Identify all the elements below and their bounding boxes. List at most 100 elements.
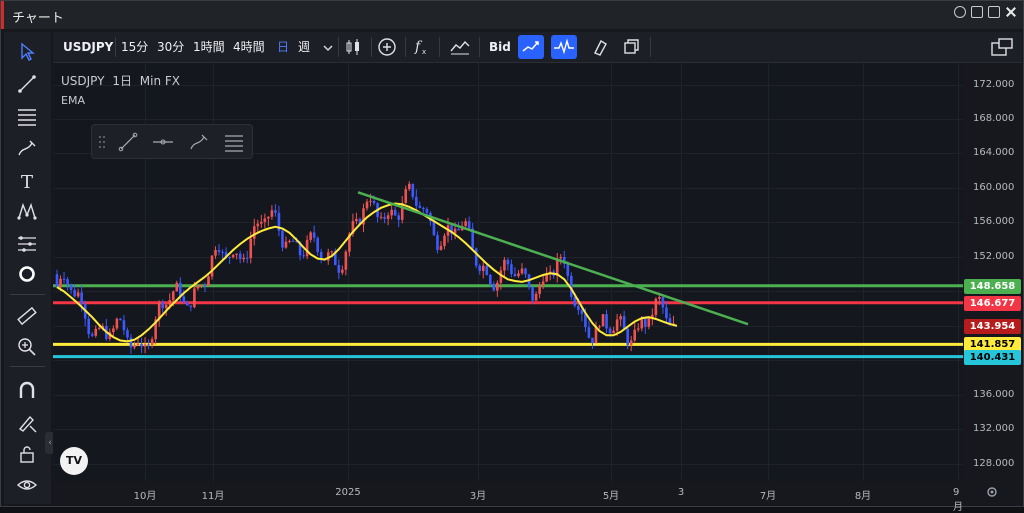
time-axis[interactable]: 10月 11月 2025 3月 5月 3 7月 8月 9月 bbox=[53, 481, 963, 513]
candle-body bbox=[643, 318, 647, 327]
trendline-tool-icon[interactable] bbox=[16, 73, 38, 95]
candle-style-icon[interactable] bbox=[340, 35, 366, 59]
candle-body bbox=[143, 344, 147, 347]
interval-4h[interactable]: 4時間 bbox=[233, 40, 265, 54]
candle-body bbox=[471, 228, 474, 249]
time-tick-label: 3 bbox=[677, 487, 685, 498]
candle-body bbox=[319, 251, 323, 260]
shape-circle-icon[interactable] bbox=[16, 263, 38, 285]
fib-retracement-icon[interactable] bbox=[223, 131, 245, 153]
zoom-in-icon[interactable] bbox=[16, 336, 38, 358]
brush-tool-icon[interactable] bbox=[16, 137, 38, 159]
toolbar-divider bbox=[650, 37, 651, 57]
candle-body bbox=[73, 290, 76, 297]
prediction-tool-icon[interactable] bbox=[16, 233, 38, 255]
drawing-mode-icon[interactable] bbox=[16, 411, 38, 433]
text-tool-icon[interactable]: T bbox=[16, 169, 38, 191]
candle-body bbox=[559, 256, 563, 259]
candle-body bbox=[157, 302, 161, 320]
candle-body bbox=[422, 207, 425, 209]
grid-line bbox=[863, 63, 864, 481]
candle-body bbox=[464, 221, 467, 227]
candle-body bbox=[383, 216, 386, 219]
grid-line bbox=[53, 222, 963, 224]
candle-body bbox=[562, 256, 566, 264]
templates-icon[interactable] bbox=[447, 35, 473, 59]
time-tick-label: 9月 bbox=[953, 487, 963, 513]
candle-body bbox=[115, 318, 119, 329]
candle-body bbox=[136, 343, 140, 346]
pulse-chart-icon[interactable] bbox=[551, 35, 577, 59]
bid-button[interactable]: Bid bbox=[489, 40, 511, 54]
price-tick-label: 132.000 bbox=[973, 423, 1015, 435]
candle-body bbox=[622, 316, 626, 329]
popout-icon[interactable] bbox=[971, 6, 983, 18]
trendline-tool-icon[interactable] bbox=[117, 131, 139, 153]
price-chart[interactable]: USDJPY 1日 Min FX EMA bbox=[53, 63, 963, 481]
candle-body bbox=[161, 302, 164, 309]
eye-icon[interactable] bbox=[16, 474, 38, 496]
interval-15m[interactable]: 15分 bbox=[121, 40, 149, 54]
price-tick-label: 160.000 bbox=[973, 181, 1015, 193]
candle-body bbox=[221, 251, 224, 253]
candle-body bbox=[193, 288, 196, 308]
candle-body bbox=[66, 279, 69, 285]
axis-settings-icon[interactable] bbox=[985, 485, 999, 499]
ruler-icon[interactable] bbox=[16, 305, 38, 327]
trend-chart-icon[interactable] bbox=[518, 35, 544, 59]
interval-1h[interactable]: 1時間 bbox=[193, 40, 225, 54]
brush-tool-icon[interactable] bbox=[188, 131, 210, 153]
candle-body bbox=[171, 291, 175, 301]
brush-icon[interactable] bbox=[587, 35, 613, 59]
collapse-toolbar-button[interactable]: ‹ bbox=[45, 432, 55, 454]
candle-body bbox=[351, 221, 355, 234]
candle-body bbox=[126, 330, 129, 338]
candle-body bbox=[348, 233, 351, 252]
candle-body bbox=[457, 228, 460, 231]
time-tick-label: 10月 bbox=[133, 491, 157, 502]
interval-weekly[interactable]: 週 bbox=[298, 40, 311, 54]
trendline bbox=[357, 191, 749, 326]
candle-body bbox=[312, 232, 316, 238]
time-tick-label: 5月 bbox=[602, 491, 620, 502]
candle-body bbox=[362, 208, 365, 225]
magnet-icon[interactable] bbox=[16, 379, 38, 401]
candle-body bbox=[94, 328, 98, 336]
candle-body bbox=[555, 258, 559, 276]
chevron-down-icon[interactable] bbox=[323, 44, 333, 52]
close-icon[interactable] bbox=[1005, 6, 1017, 18]
layout-switch-icon[interactable] bbox=[989, 35, 1015, 59]
interval-daily[interactable]: 日 bbox=[277, 40, 290, 54]
horizontal-ray-icon[interactable] bbox=[152, 131, 174, 153]
chart-legend: USDJPY 1日 Min FX bbox=[61, 72, 184, 89]
maximize-icon[interactable] bbox=[988, 6, 1000, 18]
lock-icon[interactable] bbox=[16, 443, 38, 465]
interval-30m[interactable]: 30分 bbox=[157, 40, 185, 54]
candle-body bbox=[570, 275, 573, 297]
candle-body bbox=[365, 201, 369, 209]
candle-body bbox=[647, 317, 651, 327]
legend-indicator: EMA bbox=[61, 94, 85, 107]
fib-retracement-icon[interactable] bbox=[16, 105, 38, 127]
candle-body bbox=[267, 216, 270, 219]
svg-text:f: f bbox=[414, 39, 423, 55]
windows-icon[interactable] bbox=[619, 35, 645, 59]
settings-icon[interactable] bbox=[954, 6, 966, 18]
price-tick-label: 164.000 bbox=[973, 147, 1015, 159]
candle-body bbox=[140, 343, 143, 347]
symbol-button[interactable]: USDJPY bbox=[63, 40, 114, 54]
grid-line bbox=[768, 63, 769, 481]
drawing-toolbar: T bbox=[4, 32, 51, 504]
pattern-tool-icon[interactable] bbox=[16, 201, 38, 223]
candle-body bbox=[612, 330, 615, 334]
candle-body bbox=[330, 251, 334, 253]
candle-body bbox=[97, 327, 101, 329]
price-axis[interactable]: 172.000 168.000 164.000 160.000 156.000 152.0… bbox=[963, 63, 1022, 481]
drag-handle-icon[interactable] bbox=[98, 135, 106, 149]
add-compare-icon[interactable] bbox=[374, 35, 400, 59]
candle-body bbox=[499, 270, 503, 283]
candle-body bbox=[154, 319, 157, 340]
legend-symbol: USDJPY bbox=[61, 74, 105, 88]
cursor-icon[interactable] bbox=[16, 41, 38, 63]
